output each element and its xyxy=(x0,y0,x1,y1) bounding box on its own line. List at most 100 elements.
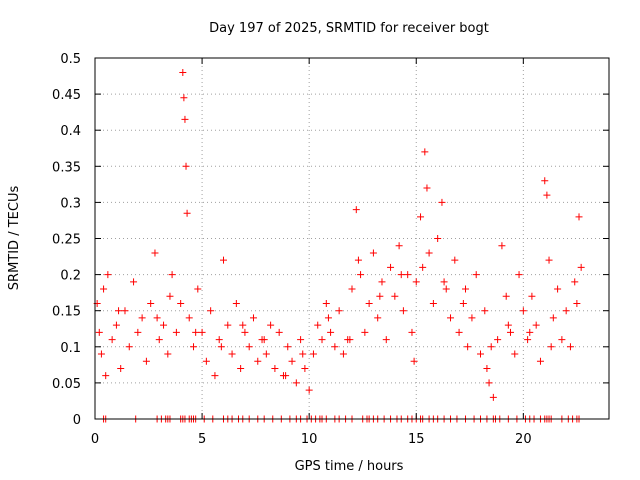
y-tick-label: 0.05 xyxy=(52,377,81,392)
data-point xyxy=(434,235,442,242)
data-point xyxy=(536,357,544,365)
y-tick-label: 0.3 xyxy=(60,196,81,211)
data-point xyxy=(194,285,202,293)
data-point xyxy=(494,336,502,344)
data-point xyxy=(346,336,354,344)
data-point xyxy=(104,271,112,279)
data-point xyxy=(547,343,555,351)
data-point xyxy=(211,372,219,380)
x-tick-label: 15 xyxy=(408,432,425,447)
data-point xyxy=(376,292,384,300)
data-point xyxy=(130,278,138,286)
data-point xyxy=(429,299,437,307)
data-point xyxy=(498,242,506,250)
data-point xyxy=(207,307,215,315)
data-point xyxy=(387,263,395,271)
data-point xyxy=(472,271,480,279)
data-point xyxy=(327,328,335,336)
data-point xyxy=(438,198,446,206)
data-point xyxy=(318,336,326,344)
y-tick-label: 0 xyxy=(73,413,81,428)
data-point xyxy=(408,328,416,336)
data-point xyxy=(357,271,365,279)
data-point xyxy=(249,314,257,322)
data-point xyxy=(288,357,296,365)
data-point xyxy=(554,285,562,293)
data-point xyxy=(282,372,290,380)
data-point xyxy=(182,162,190,170)
data-point xyxy=(108,336,116,344)
data-point xyxy=(284,343,292,351)
data-points xyxy=(93,68,585,423)
axis-ticks: 0 5 10 15 20 0 0.05 0.1 0.15 0.2 0.25 0.3 0.35 0.4 0.4… xyxy=(52,52,609,447)
data-point xyxy=(97,350,105,358)
data-point xyxy=(151,249,159,257)
data-point xyxy=(190,343,198,351)
data-point xyxy=(228,350,236,358)
y-tick-label: 0.15 xyxy=(52,305,81,320)
data-point xyxy=(297,336,305,344)
data-point xyxy=(483,364,491,372)
data-point xyxy=(477,350,484,358)
data-point xyxy=(166,292,174,300)
data-point xyxy=(515,271,523,279)
data-point xyxy=(181,115,189,123)
x-tick-label: 0 xyxy=(91,432,99,447)
data-point xyxy=(180,94,188,102)
data-point xyxy=(442,285,450,293)
data-point xyxy=(410,357,418,365)
data-point xyxy=(455,328,463,336)
data-point xyxy=(549,314,557,322)
data-point xyxy=(224,321,232,329)
data-point xyxy=(395,242,403,250)
data-point xyxy=(348,285,356,293)
data-point xyxy=(485,379,493,387)
data-point xyxy=(382,336,390,344)
data-point xyxy=(183,209,191,217)
data-point xyxy=(299,350,307,358)
data-point xyxy=(164,350,172,358)
data-point xyxy=(220,256,227,264)
data-point xyxy=(511,350,519,358)
y-axis-label: SRMTID / TECUs xyxy=(7,186,22,291)
data-point xyxy=(464,343,472,351)
data-point xyxy=(142,357,150,365)
data-point xyxy=(134,328,142,336)
data-point xyxy=(292,379,300,387)
data-point xyxy=(397,271,405,279)
data-point xyxy=(399,307,407,315)
y-tick-label: 0.45 xyxy=(52,88,81,103)
y-tick-label: 0.5 xyxy=(60,52,81,67)
data-point xyxy=(417,213,425,221)
data-point xyxy=(339,350,347,358)
x-tick-label: 10 xyxy=(301,432,318,447)
data-point xyxy=(198,328,206,336)
data-point xyxy=(260,336,268,344)
data-point xyxy=(545,256,553,264)
y-tick-label: 0.1 xyxy=(60,341,81,356)
data-point xyxy=(577,263,585,271)
data-point xyxy=(117,364,125,372)
data-point xyxy=(271,364,279,372)
data-point xyxy=(361,328,369,336)
data-point xyxy=(217,343,225,351)
data-point xyxy=(573,299,581,307)
data-point xyxy=(309,350,317,358)
data-point xyxy=(468,314,476,322)
data-point xyxy=(447,314,455,322)
data-point xyxy=(301,364,309,372)
data-point xyxy=(528,292,536,300)
data-point xyxy=(314,321,322,329)
data-point xyxy=(354,256,362,264)
data-point xyxy=(160,321,168,329)
data-point xyxy=(254,357,262,365)
data-point xyxy=(391,292,399,300)
data-point xyxy=(202,357,210,365)
data-point xyxy=(419,263,427,271)
data-point xyxy=(239,321,247,329)
data-point xyxy=(115,307,123,315)
data-point xyxy=(331,343,339,351)
data-point xyxy=(504,321,512,329)
data-point xyxy=(335,307,343,315)
